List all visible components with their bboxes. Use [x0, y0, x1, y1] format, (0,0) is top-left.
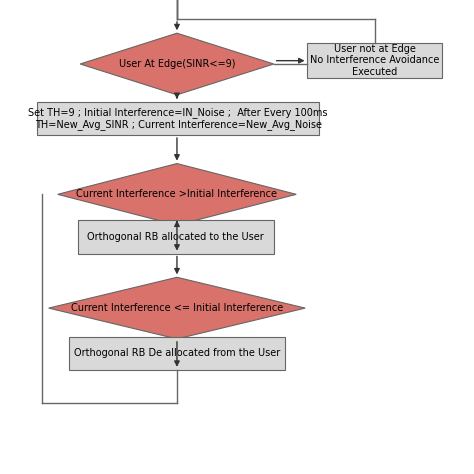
- Polygon shape: [58, 164, 296, 225]
- Text: Current Interference >Initial Interference: Current Interference >Initial Interferen…: [76, 189, 277, 200]
- Text: User not at Edge
No Interference Avoidance
Executed: User not at Edge No Interference Avoidan…: [310, 44, 440, 77]
- FancyBboxPatch shape: [308, 43, 443, 78]
- Text: Current Interference <= Initial Interference: Current Interference <= Initial Interfer…: [71, 303, 283, 313]
- Polygon shape: [49, 277, 305, 339]
- FancyBboxPatch shape: [37, 102, 319, 135]
- Text: Set TH=9 ; Initial Interference=IN_Noise ;  After Every 100ms
TH=New_Avg_SINR ; : Set TH=9 ; Initial Interference=IN_Noise…: [28, 107, 328, 130]
- FancyBboxPatch shape: [78, 220, 273, 254]
- Text: Orthogonal RB allocated to the User: Orthogonal RB allocated to the User: [88, 232, 264, 242]
- Text: Orthogonal RB De allocated from the User: Orthogonal RB De allocated from the User: [74, 348, 280, 358]
- Polygon shape: [80, 33, 273, 95]
- FancyBboxPatch shape: [69, 337, 285, 370]
- Text: User At Edge(SINR<=9): User At Edge(SINR<=9): [118, 59, 235, 69]
